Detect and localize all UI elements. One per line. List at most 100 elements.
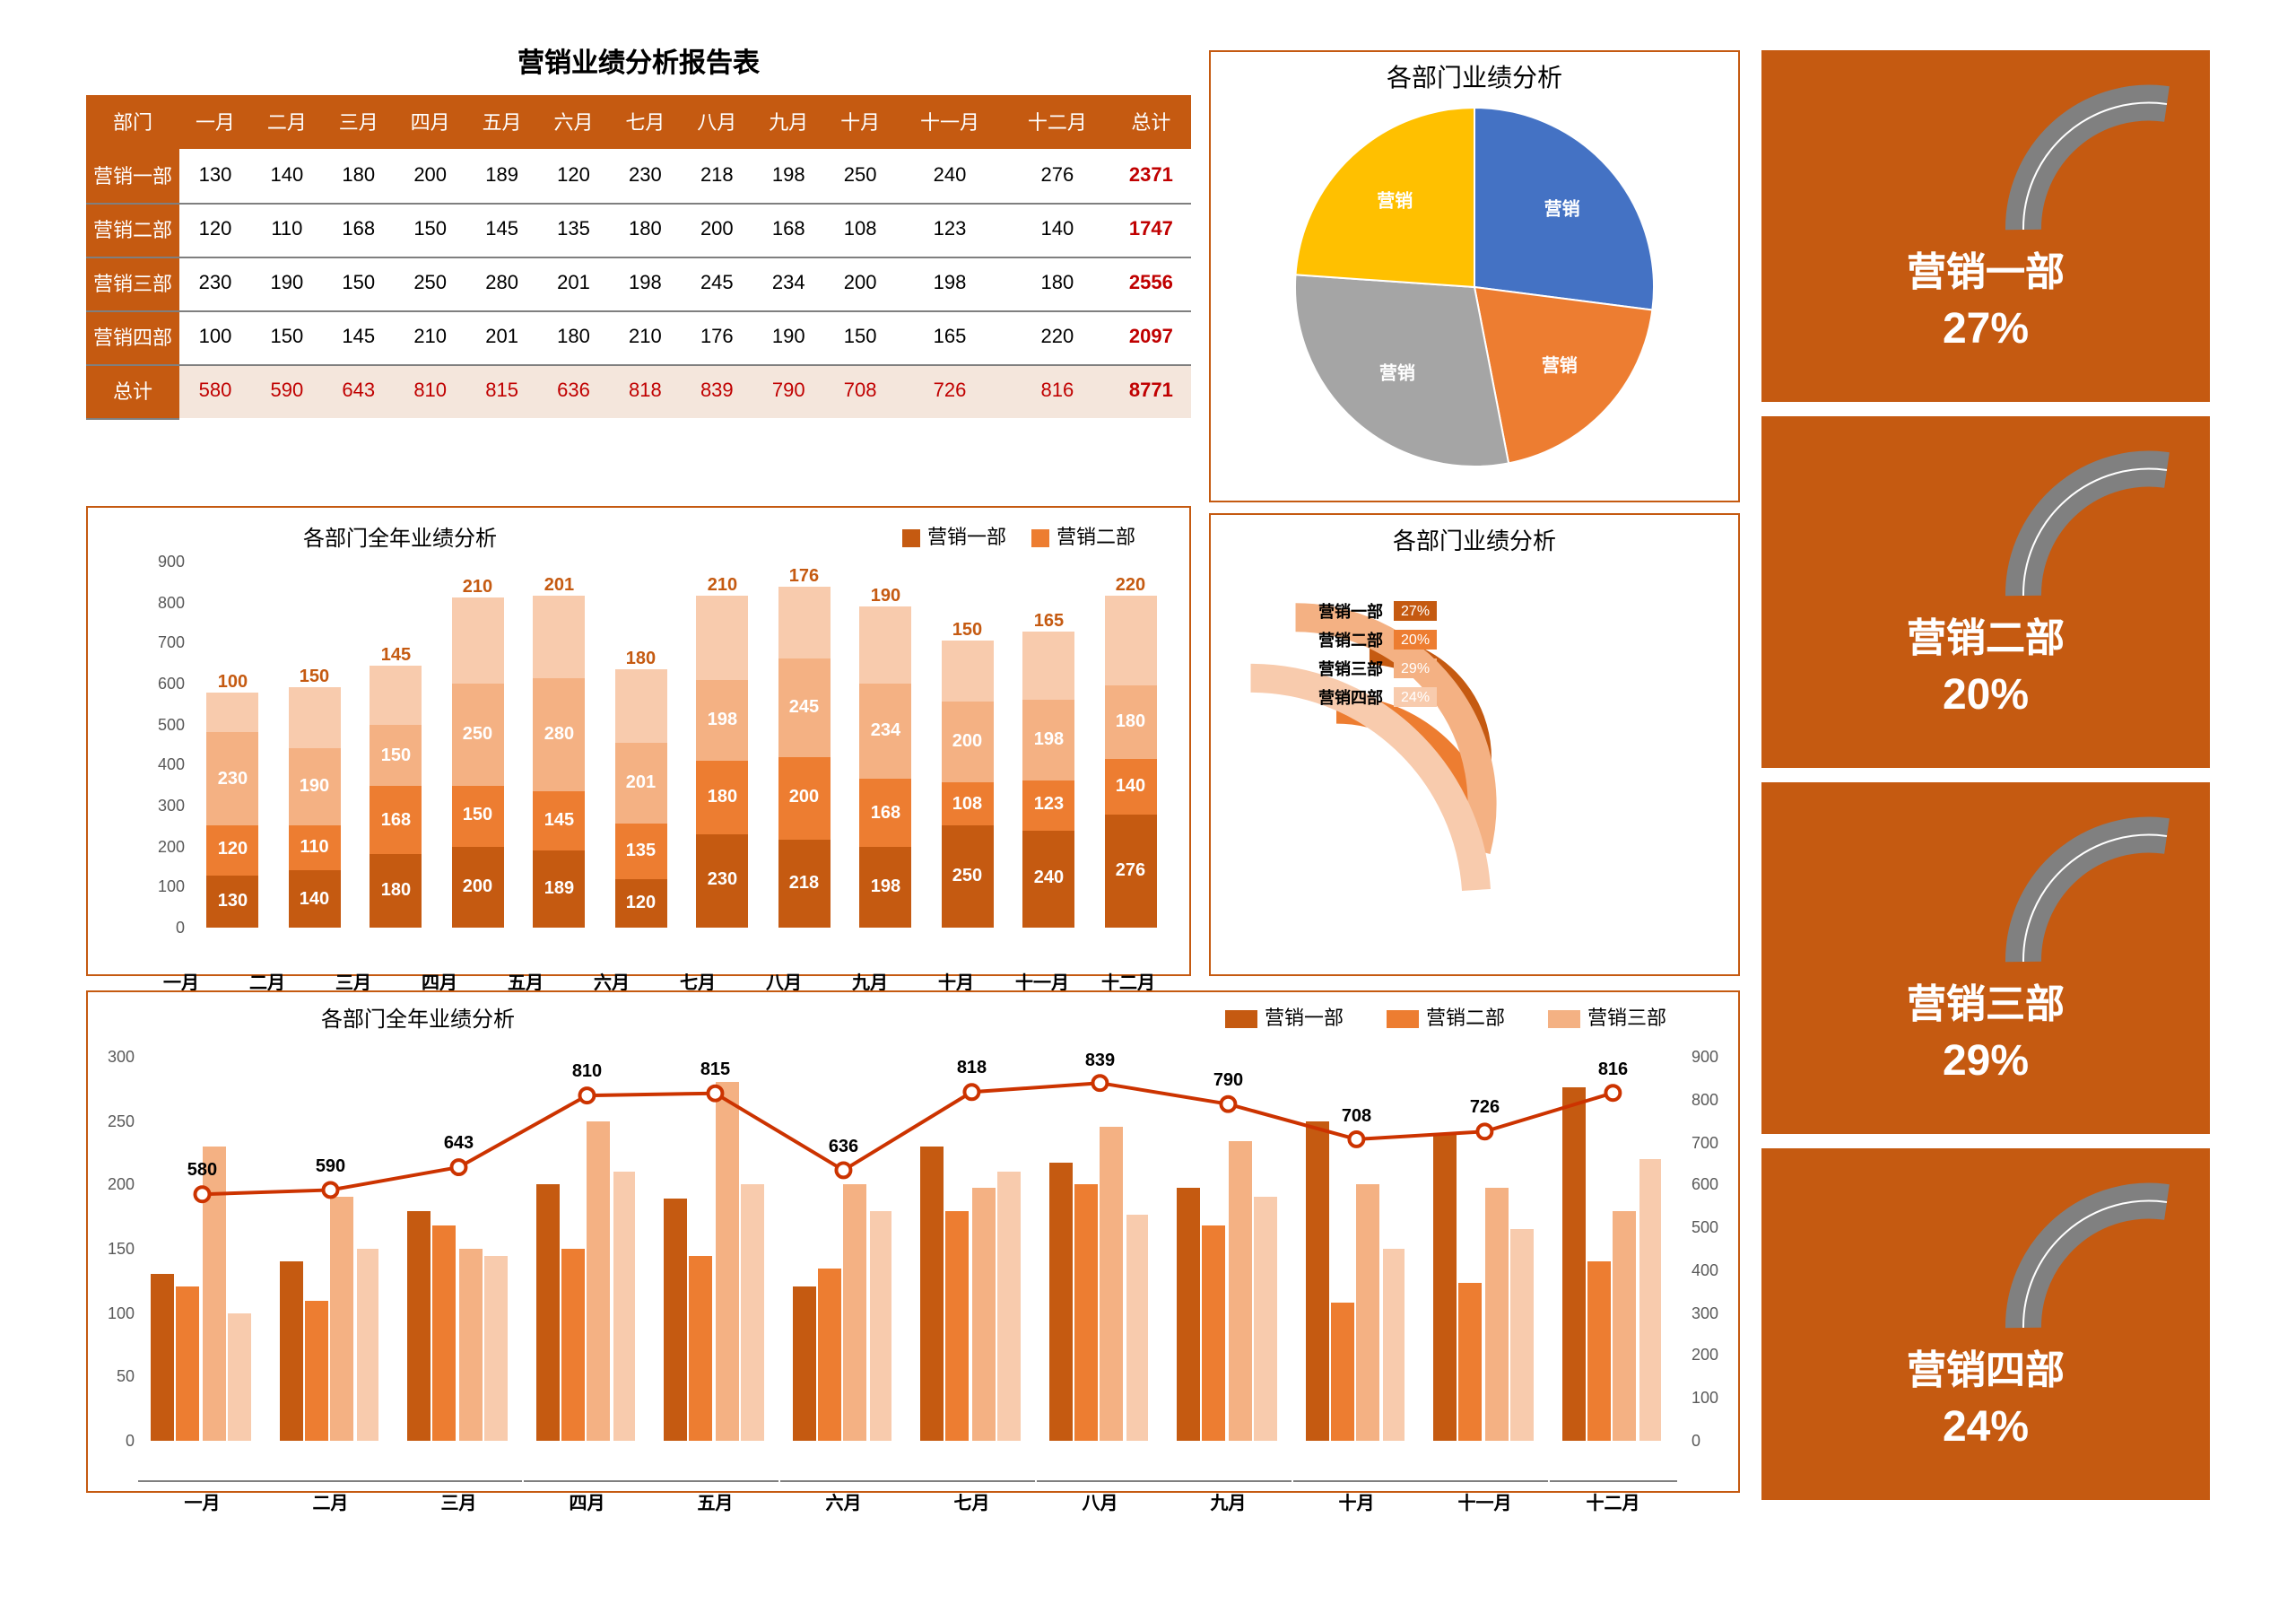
- line-value-label: 708: [1342, 1106, 1371, 1126]
- total-cell: 816: [1004, 364, 1111, 418]
- stacked-segment: 150: [370, 725, 422, 786]
- stacked-column: 198168234190: [859, 562, 911, 928]
- card-percent: 24%: [1765, 1403, 2206, 1453]
- stacked-segment: 200: [941, 701, 993, 782]
- stack-top-label: 100: [199, 672, 265, 692]
- grouped-x-label: 十月: [1292, 1480, 1421, 1514]
- stacked-column: 140110190150: [288, 562, 340, 928]
- table-cell: 180: [1004, 257, 1111, 310]
- row-total: 2371: [1111, 149, 1191, 203]
- stacked-segment: [533, 597, 585, 678]
- line-value-label: 590: [316, 1156, 345, 1176]
- card-dept-name: 营销四部: [1765, 1339, 2206, 1396]
- card-dept-name: 营销一部: [1765, 240, 2206, 298]
- table-cell: 140: [1004, 203, 1111, 257]
- table-cell: 150: [824, 310, 896, 364]
- stacked-segment: 198: [696, 680, 748, 761]
- stacked-segment: [778, 587, 830, 658]
- grouped-y-axis-right: 0100200300400500600700800900: [1688, 1057, 1735, 1441]
- table-cell: 145: [323, 310, 395, 364]
- total-cell: 810: [395, 364, 466, 418]
- line-value-label: 636: [829, 1138, 858, 1157]
- stacked-segment: 150: [451, 785, 503, 846]
- col-header: 部门: [86, 95, 179, 149]
- grouped-x-label: 七月: [908, 1480, 1036, 1514]
- col-header: 二月: [251, 95, 323, 149]
- stacked-chart-panel: 各部门全年业绩分析 营销一部营销二部 010020030040050060070…: [86, 506, 1191, 976]
- stack-top-label: 190: [852, 587, 918, 606]
- stacked-segment: [614, 669, 666, 743]
- stacked-segment: [941, 640, 993, 701]
- svg-text:营销: 营销: [1544, 197, 1580, 219]
- table-cell: 140: [251, 149, 323, 203]
- col-header: 九月: [752, 95, 824, 149]
- table-cell: 276: [1004, 149, 1111, 203]
- table-cell: 135: [538, 203, 610, 257]
- radial-chart-title: 各部门业绩分析: [1211, 522, 1738, 556]
- stacked-segment: 240: [1022, 830, 1074, 928]
- stacked-column: 180168150145: [370, 562, 422, 928]
- stacked-segment: 180: [1104, 685, 1156, 759]
- grouped-x-label: 一月: [138, 1480, 266, 1514]
- stacked-segment: 245: [778, 658, 830, 757]
- table-cell: 190: [251, 257, 323, 310]
- stacked-segment: 168: [859, 779, 911, 847]
- radial-svg: [1211, 556, 1742, 969]
- card-arc-icon: [1987, 434, 2185, 614]
- grouped-x-label: 五月: [651, 1480, 779, 1514]
- stacked-segment: [370, 667, 422, 726]
- grouped-x-label: 二月: [266, 1480, 395, 1514]
- stack-top-label: 176: [770, 567, 837, 587]
- table-cell: 130: [179, 149, 251, 203]
- col-header: 三月: [323, 95, 395, 149]
- card-arc-icon: [1987, 68, 2185, 248]
- radial-chart-panel: 各部门业绩分析 营销一部27%营销二部20%营销三部29%营销四部24%: [1209, 513, 1740, 976]
- stacked-segment: 230: [696, 834, 748, 928]
- table-cell: 210: [609, 310, 681, 364]
- card-percent: 29%: [1765, 1037, 2206, 1087]
- card-dept-name: 营销三部: [1765, 972, 2206, 1030]
- stacked-segment: 201: [614, 742, 666, 824]
- svg-text:营销: 营销: [1377, 189, 1413, 211]
- stacked-segment: 130: [206, 875, 258, 928]
- grouped-x-label: 三月: [395, 1480, 523, 1514]
- stacked-segment: 276: [1104, 815, 1156, 928]
- stacked-segment: 120: [206, 826, 258, 875]
- grouped-x-label: 八月: [1036, 1480, 1164, 1514]
- table-cell: 150: [395, 203, 466, 257]
- col-header: 六月: [538, 95, 610, 149]
- stack-top-label: 210: [689, 575, 755, 595]
- stacked-column: 250108200150: [941, 562, 993, 928]
- table-cell: 250: [395, 257, 466, 310]
- table-cell: 198: [752, 149, 824, 203]
- stacked-segment: 180: [696, 761, 748, 834]
- table-cell: 150: [323, 257, 395, 310]
- grouped-chart-title: 各部门全年业绩分析: [321, 1003, 515, 1033]
- total-cell: 726: [896, 364, 1004, 418]
- summary-card: 营销四部 24%: [1761, 1148, 2210, 1500]
- stacked-plot-area: 0100200300400500600700800900 130120 230 10…: [142, 562, 1171, 928]
- table-cell: 240: [896, 149, 1004, 203]
- table-cell: 201: [538, 257, 610, 310]
- grouped-y-axis-left: 050100150200250300: [91, 1057, 138, 1441]
- pie-chart-panel: 各部门业绩分析 营销营销营销营销: [1209, 50, 1740, 502]
- table-cell: 168: [752, 203, 824, 257]
- col-header: 十一月: [896, 95, 1004, 149]
- stacked-segment: 234: [859, 684, 911, 779]
- table-cell: 176: [681, 310, 752, 364]
- performance-table: 部门一月二月三月四月五月六月七月八月九月十月十一月十二月总计营销一部130140…: [86, 95, 1191, 419]
- stacked-column: 230180198210: [696, 562, 748, 928]
- table-cell: 190: [752, 310, 824, 364]
- line-value-label: 815: [700, 1060, 730, 1080]
- stacked-y-axis: 0100200300400500600700800900: [142, 562, 188, 928]
- stacked-column: 200150250210: [451, 562, 503, 928]
- table-cell: 198: [896, 257, 1004, 310]
- stacked-column: 218200245176: [778, 562, 830, 928]
- table-cell: 280: [466, 257, 538, 310]
- total-row-header: 总计: [86, 364, 179, 418]
- stacked-segment: [1104, 596, 1156, 685]
- stacked-segment: 180: [370, 854, 422, 928]
- line-value-label: 839: [1085, 1051, 1115, 1070]
- table-cell: 230: [609, 149, 681, 203]
- stacked-segment: 250: [941, 826, 993, 928]
